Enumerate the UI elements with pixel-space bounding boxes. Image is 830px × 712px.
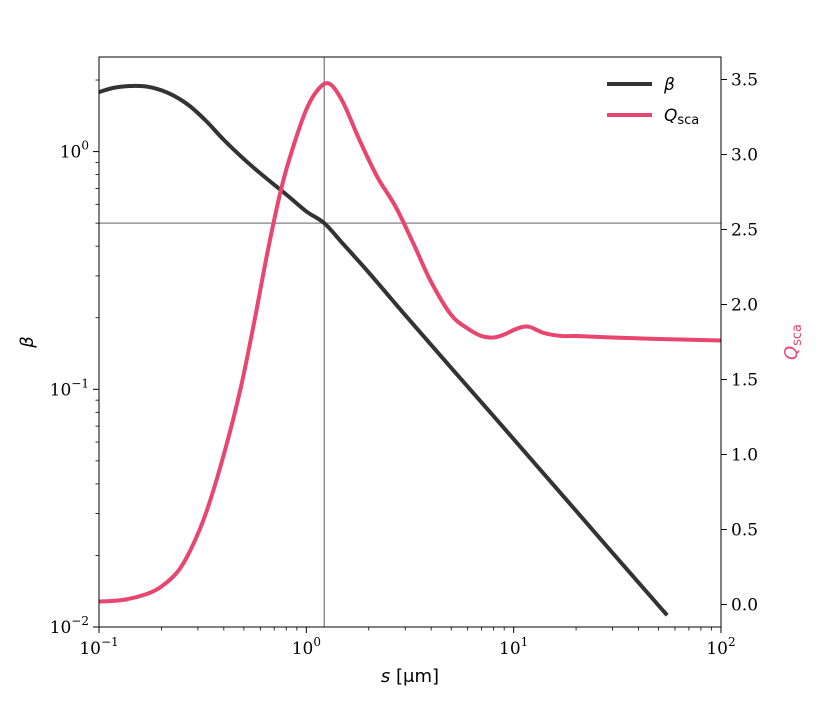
x-axis-label: s [μm]	[381, 666, 439, 687]
plot-frame	[98, 56, 722, 628]
x-tick-label: 100	[292, 635, 321, 659]
right-y-axis: 0.0 0.5 1.0 1.5 2.0 2.5 3.0 3.5	[721, 71, 758, 616]
legend-beta-label: β	[663, 75, 675, 95]
x-tick-label: 102	[706, 635, 735, 659]
left-tick-label: 10−2	[50, 614, 89, 638]
left-y-axis: 10−2 10−1 100	[50, 79, 99, 638]
legend: β Qsca	[607, 75, 699, 128]
right-tick-label: 0.0	[731, 596, 758, 616]
beta-series-line	[99, 83, 669, 617]
right-tick-label: 1.5	[731, 371, 758, 391]
x-axis: 10−1 100 101 102	[79, 627, 736, 659]
right-tick-label: 2.5	[731, 221, 758, 241]
x-tick-label: 101	[499, 635, 528, 659]
left-tick-label: 10−1	[50, 376, 89, 400]
left-axis-label: β	[17, 336, 38, 349]
x-axis-label-unit: [μm]	[390, 666, 439, 687]
right-tick-label: 2.0	[731, 296, 758, 316]
right-tick-label: 0.5	[731, 521, 758, 541]
qsca-series-line	[99, 81, 721, 604]
legend-qsca-sub: sca	[677, 113, 699, 128]
left-tick-label: 100	[60, 139, 89, 163]
reference-lines	[99, 57, 721, 627]
series-layer	[99, 81, 721, 617]
right-tick-label: 3.0	[731, 146, 758, 166]
right-axis-label: Qsca	[781, 324, 805, 360]
right-tick-label: 3.5	[731, 71, 758, 91]
right-axis-label-sub: sca	[790, 324, 805, 346]
x-tick-label: 10−1	[79, 635, 118, 659]
right-axis-label-main: Q	[781, 346, 802, 360]
right-tick-label: 1.0	[731, 446, 758, 466]
x-axis-label-symbol: s	[381, 666, 390, 687]
legend-qsca-label: Qsca	[664, 106, 699, 128]
legend-qsca-main: Q	[664, 106, 677, 126]
